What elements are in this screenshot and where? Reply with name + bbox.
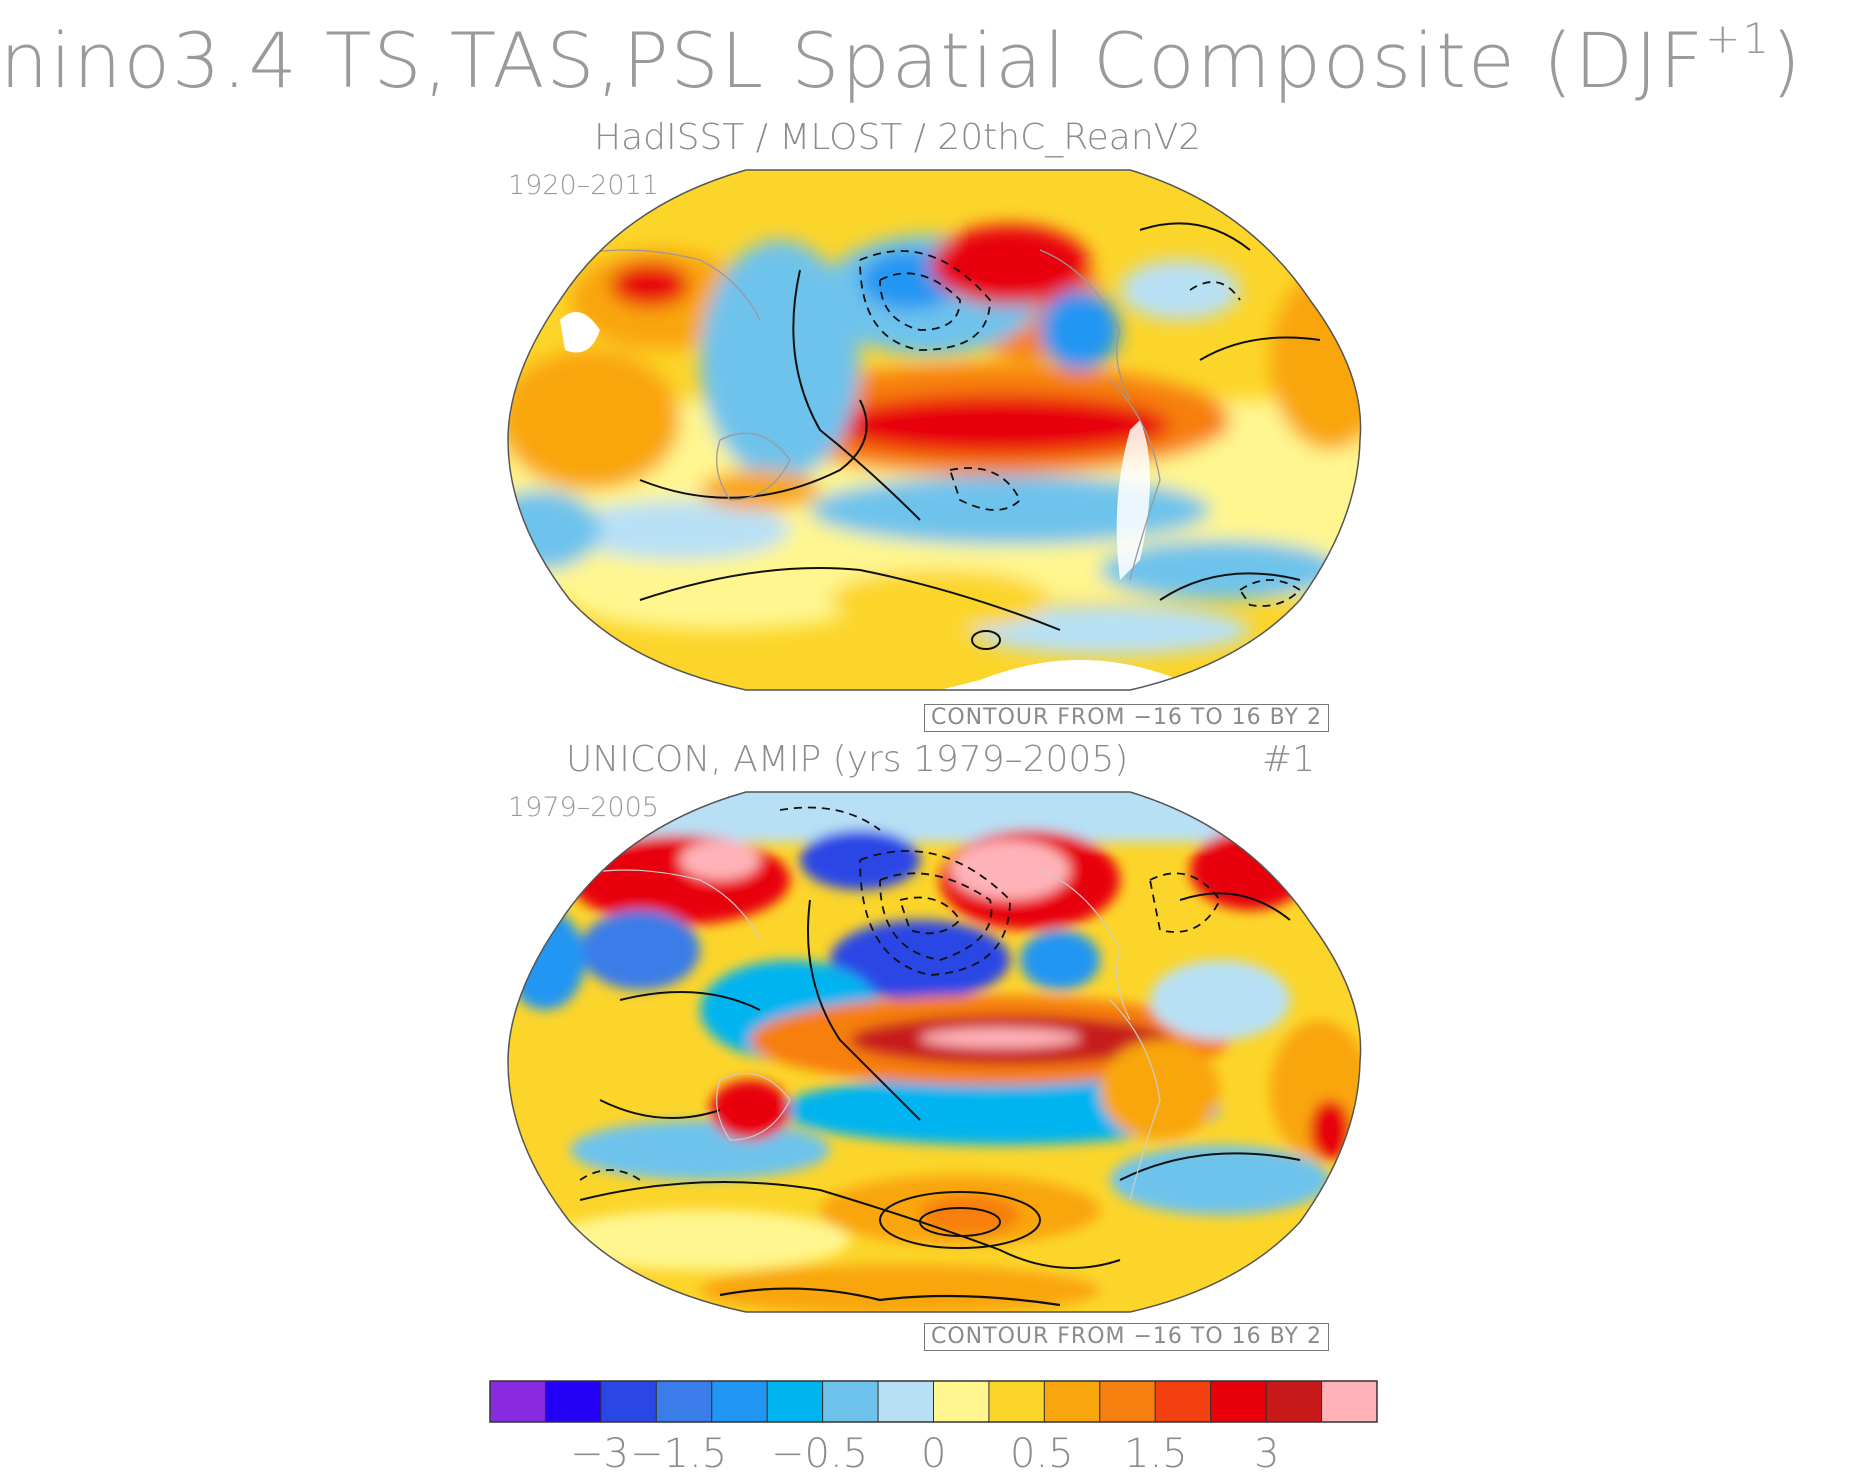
colorbar-swatch-13 [1210, 1380, 1267, 1423]
map-1-outline [507, 169, 1362, 691]
panel-1-period: 1920–2011 [508, 170, 659, 201]
colorbar-swatch-11 [1099, 1380, 1156, 1423]
colorbar-label-3: 3 [1254, 1431, 1280, 1477]
colorbar-swatch-8 [933, 1380, 990, 1423]
colorbar-swatch-15 [1321, 1380, 1378, 1423]
colorbar-swatch-7 [877, 1380, 934, 1423]
panel-1-title: HadISST / MLOST / 20thC_ReanV2 [594, 117, 1202, 158]
colorbar-swatch-14 [1265, 1380, 1323, 1423]
panel-2-title: UNICON, AMIP (yrs 1979–2005) [566, 739, 1129, 780]
colorbar-label-0: 0 [921, 1431, 947, 1477]
colorbar-swatch-6 [822, 1380, 879, 1423]
colorbar-label-neg0_5: −0.5 [771, 1431, 869, 1477]
panel-2-period: 1979–2005 [508, 792, 659, 823]
colorbar-swatch-5 [766, 1380, 824, 1423]
map-panel-1 [508, 170, 1361, 690]
colorbar-swatch-9 [988, 1380, 1045, 1423]
colorbar-swatch-3 [655, 1380, 713, 1423]
main-title: nino3.4 TS,TAS,PSL Spatial Composite (DJ… [0, 14, 1803, 105]
colorbar-label-0_5: 0.5 [1010, 1431, 1074, 1477]
colorbar-swatch-1 [544, 1380, 602, 1423]
panel-2-run-tag: #1 [1262, 739, 1316, 780]
colorbar-label-neg3: −3 [570, 1431, 629, 1477]
panel-2-contour-note: CONTOUR FROM −16 TO 16 BY 2 [924, 1323, 1329, 1351]
map-panel-2 [508, 792, 1361, 1312]
map-2-outline [507, 791, 1362, 1313]
colorbar-swatch-12 [1154, 1380, 1212, 1423]
colorbar-label-1_5: 1.5 [1124, 1431, 1188, 1477]
colorbar-swatch-10 [1043, 1380, 1101, 1423]
colorbar-swatch-4 [711, 1380, 768, 1423]
colorbar [489, 1380, 1378, 1423]
colorbar-frame [489, 1380, 1378, 1423]
panel-1-contour-note: CONTOUR FROM −16 TO 16 BY 2 [924, 704, 1329, 732]
colorbar-swatch-0 [489, 1380, 546, 1423]
colorbar-label-neg1_5: −1.5 [630, 1431, 728, 1477]
colorbar-swatch-2 [600, 1380, 657, 1423]
